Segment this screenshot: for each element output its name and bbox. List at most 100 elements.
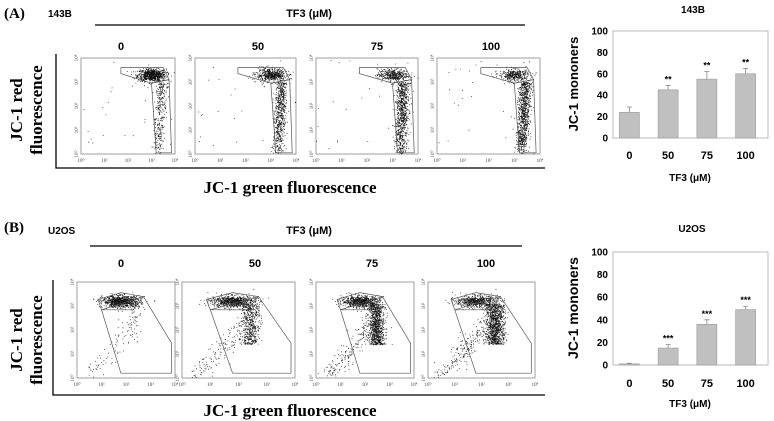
y-tick-label: 10⁴ — [74, 54, 80, 61]
error-bar — [743, 68, 749, 74]
x-tick-label: 10¹ — [460, 158, 467, 164]
x-tick-label: 10⁴ — [415, 158, 422, 164]
y-tick-label: 10⁴ — [70, 278, 76, 285]
y-tick-label: 60 — [597, 293, 609, 304]
error-bar — [704, 71, 710, 80]
bar — [657, 347, 679, 366]
y-tick-label: 10⁴ — [309, 54, 315, 61]
bar — [696, 324, 718, 366]
x-tick-label: 10⁰ — [424, 382, 431, 388]
panel-label-a: (A) — [4, 6, 25, 22]
aggregate-gate — [205, 292, 260, 311]
y-tick-label: 10⁴ — [175, 278, 181, 285]
y-tick-label: 10¹ — [430, 126, 436, 133]
cell-line-a: 143B — [48, 9, 72, 20]
x-tick-label: 10¹ — [452, 382, 459, 388]
x-tick-label: 10² — [242, 158, 249, 164]
x-tick-label: 10³ — [386, 382, 393, 388]
y-tick-label: 10⁰ — [309, 150, 315, 157]
monomer-gate — [340, 296, 411, 374]
cell-line-b: U2OS — [48, 226, 76, 237]
y-tick-label: 10² — [188, 102, 194, 109]
y-tick-label: 10¹ — [175, 350, 181, 357]
y-tick-label: 10⁰ — [430, 150, 436, 157]
monomer-gate — [151, 79, 172, 154]
error-bar — [743, 305, 749, 310]
aggregate-gate — [97, 292, 145, 311]
x-tick-label: 10⁰ — [73, 382, 80, 388]
category-label: 100 — [736, 378, 754, 390]
x-tick-label: 10⁰ — [178, 382, 185, 388]
y-tick-label: 10³ — [309, 78, 315, 85]
y-tick-label: 10¹ — [188, 126, 194, 133]
y-tick-label: 10¹ — [70, 350, 76, 357]
bar — [735, 309, 756, 366]
category-label: 50 — [662, 150, 674, 162]
y-axis-label-a-line1: JC-1 red — [7, 78, 26, 142]
y-tick-label: 10¹ — [421, 350, 427, 357]
y-tick-label: 10⁴ — [430, 54, 436, 61]
bar — [735, 73, 756, 139]
plot-frame — [427, 281, 536, 379]
x-tick-label: 10⁰ — [77, 158, 84, 164]
x-tick-label: 10¹ — [338, 158, 345, 164]
monomer-gate — [209, 296, 292, 374]
significance-marker: *** — [663, 334, 674, 344]
x-tick-label: 10³ — [511, 158, 518, 164]
x-tick-label: 10⁰ — [191, 158, 198, 164]
y-tick-label: 10³ — [309, 302, 315, 309]
y-tick-label: 20 — [597, 112, 609, 123]
y-tick-label: 10⁰ — [188, 150, 194, 157]
bar — [619, 363, 640, 366]
error-bar — [626, 362, 632, 364]
x-tick-label: 10³ — [505, 382, 512, 388]
y-tick-label: 10² — [421, 326, 427, 333]
y-tick-label: 10⁰ — [175, 374, 181, 381]
significance-marker: ** — [742, 57, 750, 67]
bar — [619, 112, 640, 139]
bar-chart-title-a: 143B — [681, 5, 705, 16]
y-tick-label: 80 — [597, 270, 609, 281]
y-axis-label-b-line1: JC-1 red — [7, 308, 26, 372]
x-tick-label: 10¹ — [98, 382, 105, 388]
y-tick-label: 10⁴ — [421, 278, 427, 285]
x-tick-label: 10¹ — [337, 382, 344, 388]
x-tick-label: 10³ — [389, 158, 396, 164]
error-bar — [626, 106, 632, 113]
panel-label-b: (B) — [4, 220, 24, 236]
x-tick-label: 10¹ — [101, 158, 108, 164]
category-label: 100 — [736, 150, 754, 162]
bar-chart-title-b: U2OS — [678, 224, 706, 235]
y-axis-label-a-line2: fluorescence — [27, 65, 46, 155]
x-tick-label: 10⁰ — [433, 158, 440, 164]
plot-frame — [315, 281, 415, 379]
x-tick-label: 10¹ — [207, 382, 214, 388]
y-tick-label: 20 — [597, 338, 609, 349]
y-tick-label: 10⁰ — [74, 150, 80, 157]
dose-label: 100 — [482, 41, 500, 53]
x-tick-label: 10² — [485, 158, 492, 164]
treatment-label-b: TF3 (μM) — [286, 225, 332, 237]
significance-marker: *** — [702, 309, 713, 319]
x-tick-label: 10⁴ — [172, 158, 179, 164]
y-tick-label: 100 — [591, 248, 608, 259]
cytometry-events — [316, 60, 419, 155]
error-bar — [704, 319, 710, 325]
x-tick-label: 10² — [235, 382, 242, 388]
x-tick-label: 10⁴ — [411, 382, 418, 388]
x-tick-label: 10⁴ — [293, 158, 300, 164]
x-axis-label-a: JC-1 green fluorescence — [203, 178, 377, 197]
dose-label: 0 — [118, 41, 124, 53]
significance-marker: *** — [740, 295, 751, 305]
y-tick-label: 0 — [602, 361, 608, 372]
x-axis-label-b: JC-1 green fluorescence — [203, 401, 377, 420]
x-tick-label: 10² — [364, 158, 371, 164]
dose-label: 75 — [371, 41, 383, 53]
x-tick-label: 10³ — [147, 382, 154, 388]
x-tick-label: 10³ — [264, 382, 271, 388]
plot-frame — [612, 30, 769, 139]
dose-label: 75 — [366, 258, 378, 270]
x-tick-label: 10⁰ — [312, 382, 319, 388]
